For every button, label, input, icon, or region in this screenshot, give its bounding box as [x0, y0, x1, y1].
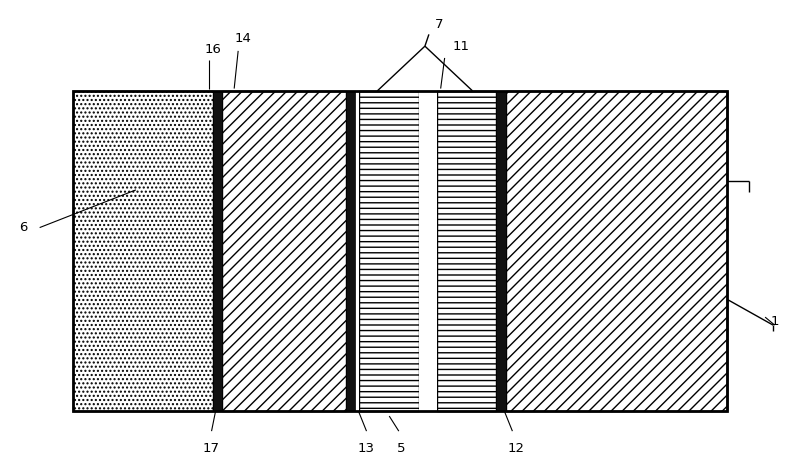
Bar	[73, 91, 727, 411]
Bar	[213, 91, 222, 411]
Text: 16: 16	[205, 43, 222, 55]
Text: 1: 1	[770, 315, 779, 328]
Text: 6: 6	[19, 221, 27, 234]
Bar	[359, 91, 419, 411]
Text: 12: 12	[508, 442, 525, 455]
Bar	[73, 91, 213, 411]
Text: 7: 7	[434, 18, 443, 31]
Bar	[222, 91, 346, 411]
Text: 5: 5	[397, 442, 406, 455]
Bar	[346, 91, 355, 411]
Text: 11: 11	[453, 40, 470, 53]
Bar	[419, 91, 437, 411]
Text: 14: 14	[234, 32, 251, 45]
Bar	[355, 91, 359, 411]
Text: 13: 13	[358, 442, 375, 455]
Bar	[73, 91, 727, 411]
Bar	[437, 91, 497, 411]
Bar	[506, 91, 727, 411]
Bar	[497, 91, 506, 411]
Text: 17: 17	[203, 442, 220, 455]
